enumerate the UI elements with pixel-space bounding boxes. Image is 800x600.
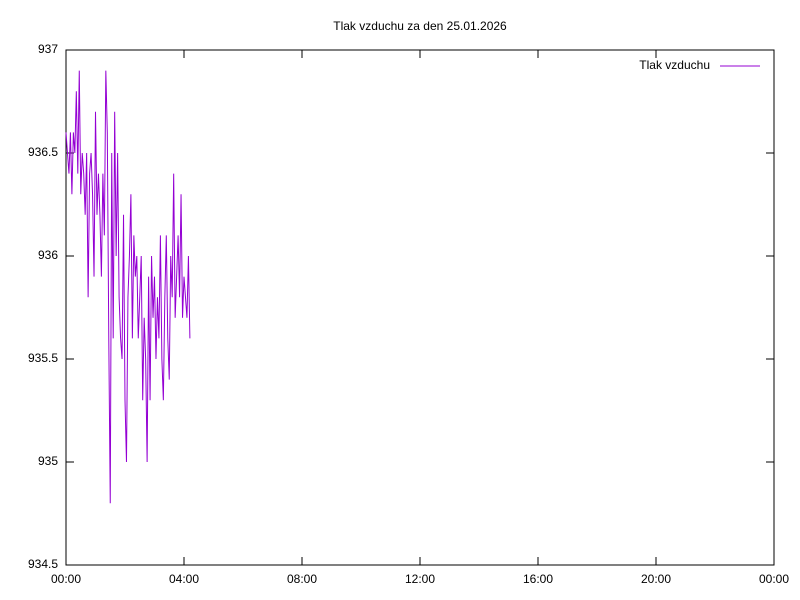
x-tick-label: 16:00 bbox=[523, 572, 553, 586]
legend-label: Tlak vzduchu bbox=[639, 58, 710, 72]
y-tick-label: 936.5 bbox=[28, 145, 58, 159]
y-tick-label: 934.5 bbox=[28, 557, 58, 571]
y-tick-label: 937 bbox=[38, 42, 58, 56]
x-tick-label: 04:00 bbox=[169, 572, 199, 586]
y-tick-label: 936 bbox=[38, 248, 58, 262]
data-line bbox=[65, 70, 191, 504]
y-tick-label: 935.5 bbox=[28, 351, 58, 365]
chart-title: Tlak vzduchu za den 25.01.2026 bbox=[333, 19, 507, 33]
x-tick-label: 00:00 bbox=[759, 572, 789, 586]
x-tick-label: 00:00 bbox=[51, 572, 81, 586]
x-tick-label: 12:00 bbox=[405, 572, 435, 586]
x-tick-label: 08:00 bbox=[287, 572, 317, 586]
x-tick-label: 20:00 bbox=[641, 572, 671, 586]
plot-border bbox=[65, 49, 775, 566]
y-tick-label: 935 bbox=[38, 454, 58, 468]
